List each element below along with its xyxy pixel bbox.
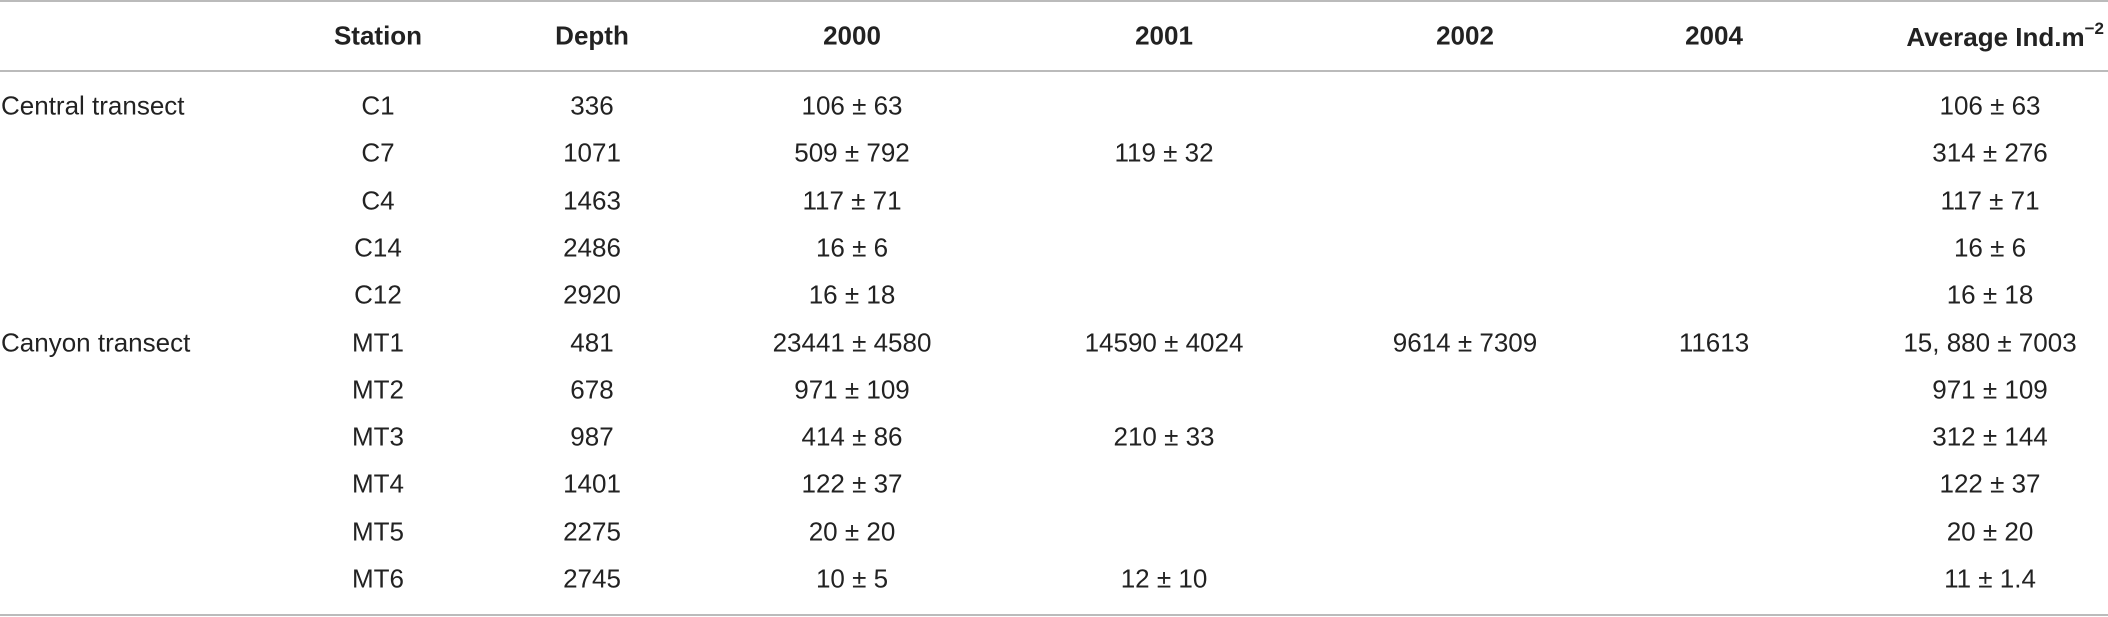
table-cell: 210 ± 33 — [1113, 421, 1215, 452]
table-cell: 122 ± 37 — [1939, 468, 2041, 499]
group-label: Central transect — [1, 90, 185, 121]
header-cell: 2001 — [1135, 20, 1193, 51]
table-cell: 1071 — [563, 137, 621, 168]
table-cell: 2745 — [563, 563, 621, 594]
group-label: Canyon transect — [1, 327, 191, 357]
table-cell: 15, 880 ± 7003 — [1903, 327, 2077, 357]
table-cell: 414 ± 86 — [801, 421, 903, 452]
header-cell: Station — [333, 20, 423, 51]
table-cell: C1 — [361, 90, 395, 121]
table-cell: 314 ± 276 — [1932, 137, 2048, 168]
table-cell: MT4 — [352, 468, 404, 499]
table-cell: 2486 — [563, 232, 621, 263]
table-cell: 971 ± 109 — [794, 374, 910, 405]
header-cell: 2004 — [1685, 20, 1743, 51]
header-cell: Average Ind.m−2 — [1906, 19, 2104, 53]
table-cell: 119 ± 32 — [1114, 137, 1214, 168]
table-cell: MT1 — [352, 327, 404, 357]
table-cell: 12 ± 10 — [1120, 563, 1208, 594]
table-cell: 20 ± 20 — [808, 516, 896, 547]
table-cell: 987 — [570, 421, 614, 452]
table-cell: 16 ± 6 — [815, 232, 889, 263]
table-cell: 971 ± 109 — [1932, 374, 2048, 405]
table-cell: MT5 — [352, 516, 404, 547]
table-cell: 678 — [570, 374, 614, 405]
table-cell: 23441 ± 4580 — [772, 327, 932, 357]
table-cell: C7 — [361, 137, 395, 168]
table-cell: 106 ± 63 — [801, 90, 903, 121]
table-cell: 11 ± 1.4 — [1944, 563, 2036, 594]
table-cell: 10 ± 5 — [815, 563, 889, 594]
table-cell: C4 — [361, 185, 395, 216]
table-cell: 122 ± 37 — [801, 468, 903, 499]
table-cell: 117 ± 71 — [1940, 185, 2040, 216]
table-cell: MT6 — [352, 563, 404, 594]
top-rule — [0, 0, 2108, 2]
bottom-rule — [0, 614, 2108, 616]
table-cell: 312 ± 144 — [1932, 421, 2048, 452]
table-cell: C14 — [354, 232, 402, 263]
table-cell: 336 — [570, 90, 614, 121]
table-cell: 2920 — [563, 279, 621, 310]
header-rule — [0, 70, 2108, 72]
table-cell: 16 ± 18 — [1946, 279, 2034, 310]
table-cell: 20 ± 20 — [1946, 516, 2034, 547]
table-cell: 106 ± 63 — [1939, 90, 2041, 121]
header-sup: −2 — [2084, 19, 2104, 38]
table-cell: 117 ± 71 — [802, 185, 902, 216]
table-cell: 9614 ± 7309 — [1392, 327, 1538, 357]
table-cell: C12 — [354, 279, 402, 310]
header-cell: 2000 — [823, 20, 881, 51]
header-cell: 2002 — [1436, 20, 1494, 51]
table-cell: MT3 — [352, 421, 404, 452]
header-text: Average Ind.m — [1906, 22, 2085, 52]
table-cell: 16 ± 18 — [808, 279, 896, 310]
table-cell: 2275 — [563, 516, 621, 547]
header-cell: Depth — [555, 20, 629, 51]
table-cell: 509 ± 792 — [794, 137, 910, 168]
table-cell: 1401 — [563, 468, 621, 499]
table-cell: 11613 — [1678, 327, 1750, 357]
table-cell: 14590 ± 4024 — [1084, 327, 1244, 357]
table-cell: MT2 — [352, 374, 404, 405]
table-cell: 16 ± 6 — [1953, 232, 2027, 263]
table-cell: 481 — [570, 327, 614, 357]
table-cell: 1463 — [563, 185, 621, 216]
